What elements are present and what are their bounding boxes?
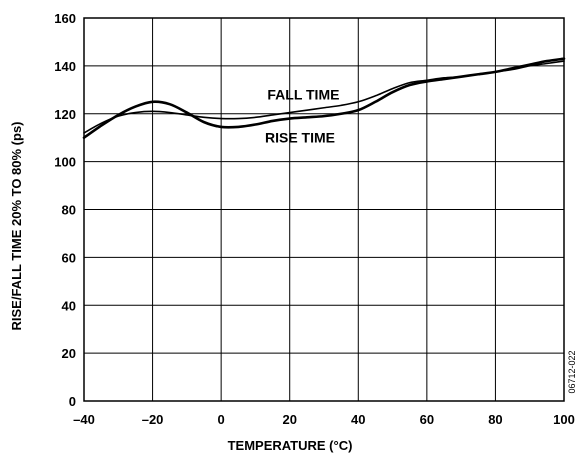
x-tick-label: –40	[73, 412, 95, 427]
x-tick-label: 40	[351, 412, 365, 427]
x-tick-label: 20	[282, 412, 296, 427]
y-tick-label: 100	[54, 155, 76, 170]
plot-frame	[83, 17, 565, 402]
y-tick-label: 40	[62, 298, 76, 313]
series-line-rise-time	[82, 57, 566, 139]
x-axis-label: TEMPERATURE (°C)	[228, 438, 353, 453]
y-tick-labels: 0 20 40 60 80 100 120 140 160	[54, 11, 76, 409]
x-tick-label: 60	[420, 412, 434, 427]
y-tick-label: 160	[54, 11, 76, 26]
y-tick-label: 120	[54, 107, 76, 122]
y-tick-label: 80	[62, 203, 76, 218]
series-lines	[82, 57, 566, 139]
x-tick-label: 80	[488, 412, 502, 427]
x-tick-label: 0	[218, 412, 225, 427]
x-tick-label: –20	[142, 412, 164, 427]
y-axis-label: RISE/FALL TIME 20% TO 80% (ps)	[9, 121, 24, 330]
annotations: FALL TIME RISE TIME	[265, 86, 339, 145]
y-tick-label: 20	[62, 346, 76, 361]
grid	[83, 17, 565, 402]
y-tick-label: 0	[69, 394, 76, 409]
x-tick-labels: –40 –20 0 20 40 60 80 100	[73, 412, 575, 427]
x-tick-label: 100	[553, 412, 575, 427]
y-tick-label: 60	[62, 250, 76, 265]
y-tick-label: 140	[54, 59, 76, 74]
figure-id: 06712-022	[567, 350, 577, 393]
annotation-rise-time: RISE TIME	[265, 129, 335, 145]
annotation-fall-time: FALL TIME	[267, 86, 339, 102]
